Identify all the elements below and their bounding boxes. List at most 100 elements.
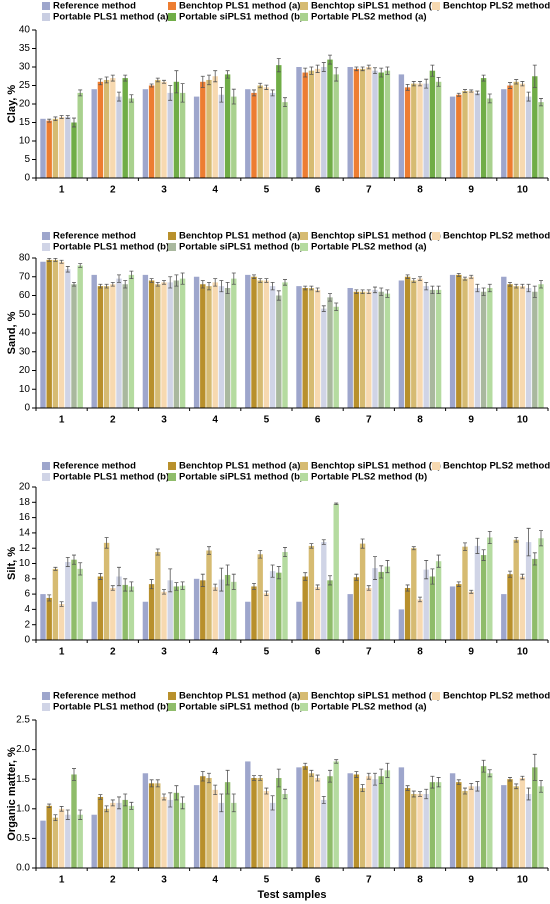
bar <box>302 766 308 868</box>
x-tick-label: 5 <box>264 415 270 426</box>
bar <box>359 68 366 178</box>
bar <box>456 782 462 868</box>
bar <box>155 783 161 868</box>
bar <box>128 805 135 868</box>
error-bar <box>180 272 185 285</box>
legend-swatch <box>42 703 50 711</box>
bar <box>359 788 366 868</box>
error-bar <box>252 775 256 781</box>
bar <box>257 280 263 408</box>
legend-swatch <box>300 473 308 481</box>
legend-swatch <box>42 243 50 251</box>
x-tick-label: 3 <box>161 647 167 658</box>
error-bar <box>59 806 64 812</box>
bar <box>468 591 474 640</box>
bar <box>429 782 436 868</box>
error-bar <box>508 281 512 287</box>
error-bar <box>213 583 218 591</box>
error-bar <box>456 581 461 587</box>
bar <box>333 74 339 178</box>
bar <box>366 587 372 640</box>
bar <box>411 280 417 408</box>
bar <box>525 542 532 640</box>
x-tick-label: 2 <box>110 185 116 196</box>
error-bar <box>487 93 492 104</box>
bar <box>372 568 378 640</box>
error-bar <box>532 753 537 781</box>
bar <box>263 280 270 408</box>
bar <box>366 291 372 408</box>
error-bar <box>225 564 230 586</box>
bar <box>173 586 180 640</box>
bar <box>224 782 231 868</box>
y-tick-label: 10 <box>19 558 31 569</box>
bar <box>449 274 456 408</box>
bar <box>474 786 481 868</box>
bar <box>155 284 161 408</box>
bar <box>161 282 167 408</box>
legend-label: Benchtop PLS1 method (a) <box>179 1 300 12</box>
bar <box>122 78 128 178</box>
error-bar <box>411 278 416 283</box>
error-bar <box>65 556 70 567</box>
error-bar <box>379 67 384 78</box>
error-bar <box>487 283 492 293</box>
legend-swatch <box>42 462 50 470</box>
error-bar <box>53 814 58 822</box>
error-bar <box>526 527 531 557</box>
error-bar <box>47 594 52 602</box>
error-bar <box>180 83 185 103</box>
error-bar <box>309 285 314 291</box>
error-bar <box>98 283 103 289</box>
bar <box>52 259 59 408</box>
error-bar <box>168 792 173 808</box>
y-axis-label: Clay, % <box>6 85 18 124</box>
x-tick-label: 5 <box>264 185 270 196</box>
bar <box>231 96 237 178</box>
bar <box>91 274 97 408</box>
error-bar <box>303 572 308 581</box>
error-bar <box>123 793 128 807</box>
bar <box>347 288 353 408</box>
error-bar <box>168 85 173 101</box>
error-bar <box>104 537 109 549</box>
x-tick-label: 10 <box>517 647 529 658</box>
y-tick-label: 35 <box>19 43 31 54</box>
bar <box>148 85 155 178</box>
bar <box>462 91 468 178</box>
bar <box>245 761 251 868</box>
bar <box>398 767 405 868</box>
bar <box>193 785 200 868</box>
bar <box>404 788 411 868</box>
y-tick-label: 50 <box>19 309 31 320</box>
error-bar <box>47 257 52 262</box>
bar <box>231 278 237 408</box>
bar <box>480 766 487 868</box>
bar <box>161 796 167 868</box>
bar <box>40 118 46 178</box>
bar <box>71 559 77 640</box>
error-bar <box>213 70 218 83</box>
bar <box>525 794 532 868</box>
legend-label: Benchtop PLS1 method (a) <box>179 691 300 702</box>
bar <box>116 96 122 178</box>
bar <box>429 70 436 178</box>
error-bar <box>456 272 461 277</box>
y-tick-label: 80 <box>19 253 31 264</box>
error-bar <box>129 270 134 280</box>
error-bar <box>430 285 435 295</box>
y-tick-label: 40 <box>19 25 31 36</box>
bar <box>513 539 519 640</box>
error-bar <box>270 564 275 578</box>
bar <box>276 295 282 408</box>
error-bar <box>508 82 512 89</box>
error-bar <box>110 281 115 287</box>
bar <box>245 601 251 640</box>
error-bar <box>539 530 543 547</box>
legend-label: Benchtop PLS2 method (a) <box>443 231 550 242</box>
error-bar <box>373 286 377 294</box>
y-tick-label: 6 <box>24 589 30 600</box>
error-bar <box>315 584 320 590</box>
y-tick-label: 30 <box>19 346 31 357</box>
bar <box>231 802 237 868</box>
